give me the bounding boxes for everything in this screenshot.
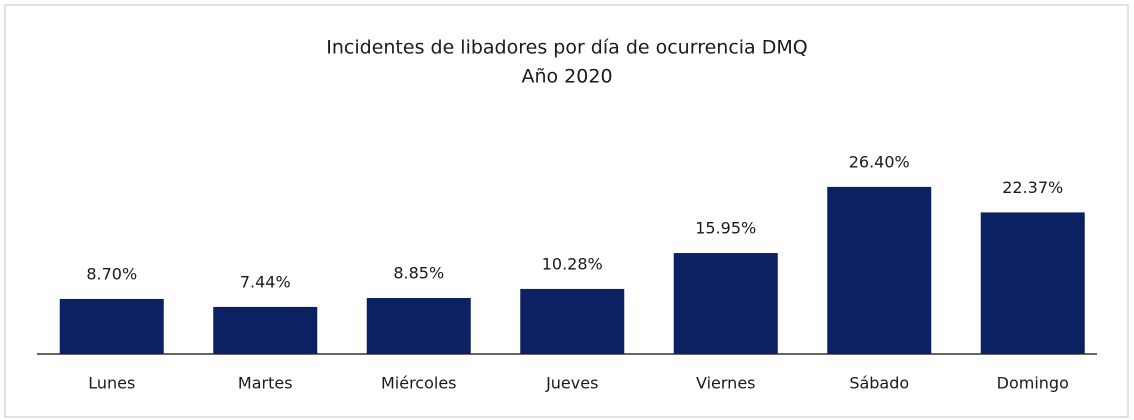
- x-tick-label: Lunes: [88, 374, 135, 393]
- bar: [59, 298, 164, 354]
- bar: [366, 297, 471, 354]
- x-tick-label: Domingo: [997, 374, 1069, 393]
- x-tick-label: Jueves: [545, 374, 598, 393]
- bar: [520, 288, 625, 354]
- data-label: 8.85%: [393, 263, 444, 282]
- data-label: 7.44%: [240, 272, 291, 291]
- bar: [213, 306, 318, 354]
- data-label: 22.37%: [1002, 178, 1063, 197]
- x-tick-label: Viernes: [696, 374, 756, 393]
- data-label: 26.40%: [849, 152, 910, 171]
- bar: [673, 253, 778, 354]
- bar: [827, 186, 932, 354]
- x-tick-label: Sábado: [849, 374, 909, 393]
- bar: [980, 212, 1085, 354]
- chart-subtitle: Año 2020: [521, 66, 612, 88]
- data-label: 8.70%: [86, 264, 137, 283]
- data-label: 10.28%: [542, 254, 603, 273]
- x-tick-label: Martes: [238, 374, 293, 393]
- data-label: 15.95%: [695, 219, 756, 238]
- x-tick-label: Miércoles: [381, 374, 457, 393]
- chart-title: Incidentes de libadores por día de ocurr…: [326, 37, 807, 59]
